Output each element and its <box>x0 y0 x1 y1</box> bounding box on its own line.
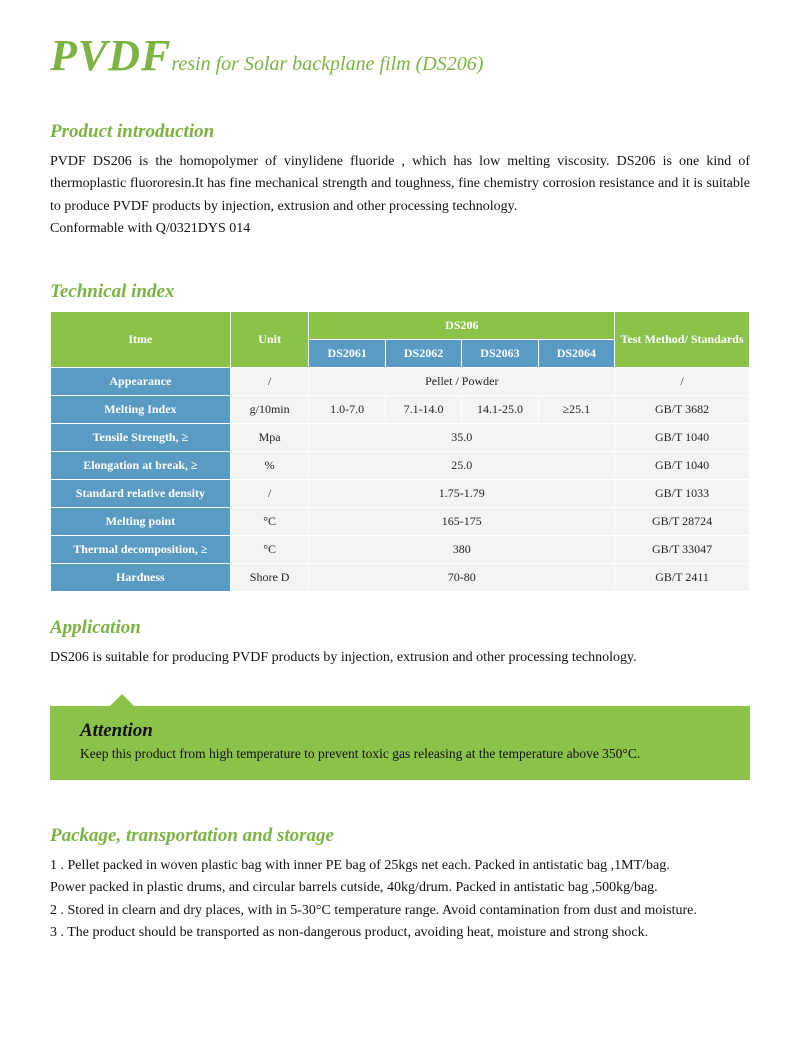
row-value: 7.1-14.0 <box>385 395 461 423</box>
row-unit: Shore D <box>230 563 309 591</box>
tech-heading: Technical index <box>50 281 750 303</box>
table-row: Melting point°C165-175GB/T 28724 <box>51 507 750 535</box>
th-unit: Unit <box>230 311 309 367</box>
table-row: Tensile Strength, ≥Mpa35.0GB/T 1040 <box>51 423 750 451</box>
intro-text: PVDF DS206 is the homopolymer of vinylid… <box>50 151 750 241</box>
row-unit: Mpa <box>230 423 309 451</box>
row-item: Hardness <box>51 563 231 591</box>
row-standard: GB/T 2411 <box>615 563 750 591</box>
th-item: Itme <box>51 311 231 367</box>
intro-section: Product introduction PVDF DS206 is the h… <box>50 121 750 241</box>
attention-section: Attention Keep this product from high te… <box>50 694 750 780</box>
th-sub-1: DS2062 <box>385 339 461 367</box>
row-value: 14.1-25.0 <box>462 395 538 423</box>
row-standard: GB/T 1040 <box>615 451 750 479</box>
table-row: HardnessShore D70-80GB/T 2411 <box>51 563 750 591</box>
row-unit: °C <box>230 507 309 535</box>
row-unit: / <box>230 367 309 395</box>
row-item: Melting point <box>51 507 231 535</box>
tech-section: Technical index Itme Unit DS206 Test Met… <box>50 281 750 592</box>
th-sub-3: DS2064 <box>538 339 614 367</box>
row-value-merged: 380 <box>309 535 615 563</box>
attention-text: Keep this product from high temperature … <box>80 746 720 762</box>
row-value-merged: Pellet / Powder <box>309 367 615 395</box>
table-row: Melting Indexg/10min1.0-7.07.1-14.014.1-… <box>51 395 750 423</box>
row-item: Standard relative density <box>51 479 231 507</box>
row-unit: °C <box>230 535 309 563</box>
table-row: Elongation at break, ≥%25.0GB/T 1040 <box>51 451 750 479</box>
application-section: Application DS206 is suitable for produc… <box>50 617 750 669</box>
title-sub: resin for Solar backplane film (DS206) <box>171 53 483 75</box>
intro-heading: Product introduction <box>50 121 750 143</box>
row-standard: GB/T 33047 <box>615 535 750 563</box>
attention-arrow-icon <box>110 694 134 706</box>
package-text: 1 . Pellet packed in woven plastic bag w… <box>50 855 750 945</box>
row-value-merged: 1.75-1.79 <box>309 479 615 507</box>
row-item: Elongation at break, ≥ <box>51 451 231 479</box>
table-row: Thermal decomposition, ≥°C380GB/T 33047 <box>51 535 750 563</box>
th-group: DS206 <box>309 311 615 339</box>
table-header-row: Itme Unit DS206 Test Method/ Standards <box>51 311 750 339</box>
table-row: Standard relative density/1.75-1.79GB/T … <box>51 479 750 507</box>
row-unit: g/10min <box>230 395 309 423</box>
th-sub-2: DS2063 <box>462 339 538 367</box>
row-item: Appearance <box>51 367 231 395</box>
package-heading: Package, transportation and storage <box>50 825 750 847</box>
row-standard: GB/T 28724 <box>615 507 750 535</box>
package-section: Package, transportation and storage 1 . … <box>50 825 750 945</box>
spec-table: Itme Unit DS206 Test Method/ Standards D… <box>50 311 750 592</box>
row-unit: / <box>230 479 309 507</box>
row-item: Melting Index <box>51 395 231 423</box>
application-text: DS206 is suitable for producing PVDF pro… <box>50 647 750 669</box>
row-unit: % <box>230 451 309 479</box>
row-value-merged: 165-175 <box>309 507 615 535</box>
row-item: Tensile Strength, ≥ <box>51 423 231 451</box>
row-value-merged: 25.0 <box>309 451 615 479</box>
row-value-merged: 35.0 <box>309 423 615 451</box>
row-standard: GB/T 1033 <box>615 479 750 507</box>
th-sub-0: DS2061 <box>309 339 385 367</box>
application-heading: Application <box>50 617 750 639</box>
row-value: 1.0-7.0 <box>309 395 385 423</box>
th-standards: Test Method/ Standards <box>615 311 750 367</box>
row-standard: GB/T 3682 <box>615 395 750 423</box>
row-item: Thermal decomposition, ≥ <box>51 535 231 563</box>
row-standard: GB/T 1040 <box>615 423 750 451</box>
table-row: Appearance/Pellet / Powder/ <box>51 367 750 395</box>
main-title: PVDFresin for Solar backplane film (DS20… <box>50 30 750 81</box>
title-big: PVDF <box>50 31 171 80</box>
attention-heading: Attention <box>80 720 720 742</box>
row-value-merged: 70-80 <box>309 563 615 591</box>
row-standard: / <box>615 367 750 395</box>
row-value: ≥25.1 <box>538 395 614 423</box>
attention-box: Attention Keep this product from high te… <box>50 706 750 780</box>
